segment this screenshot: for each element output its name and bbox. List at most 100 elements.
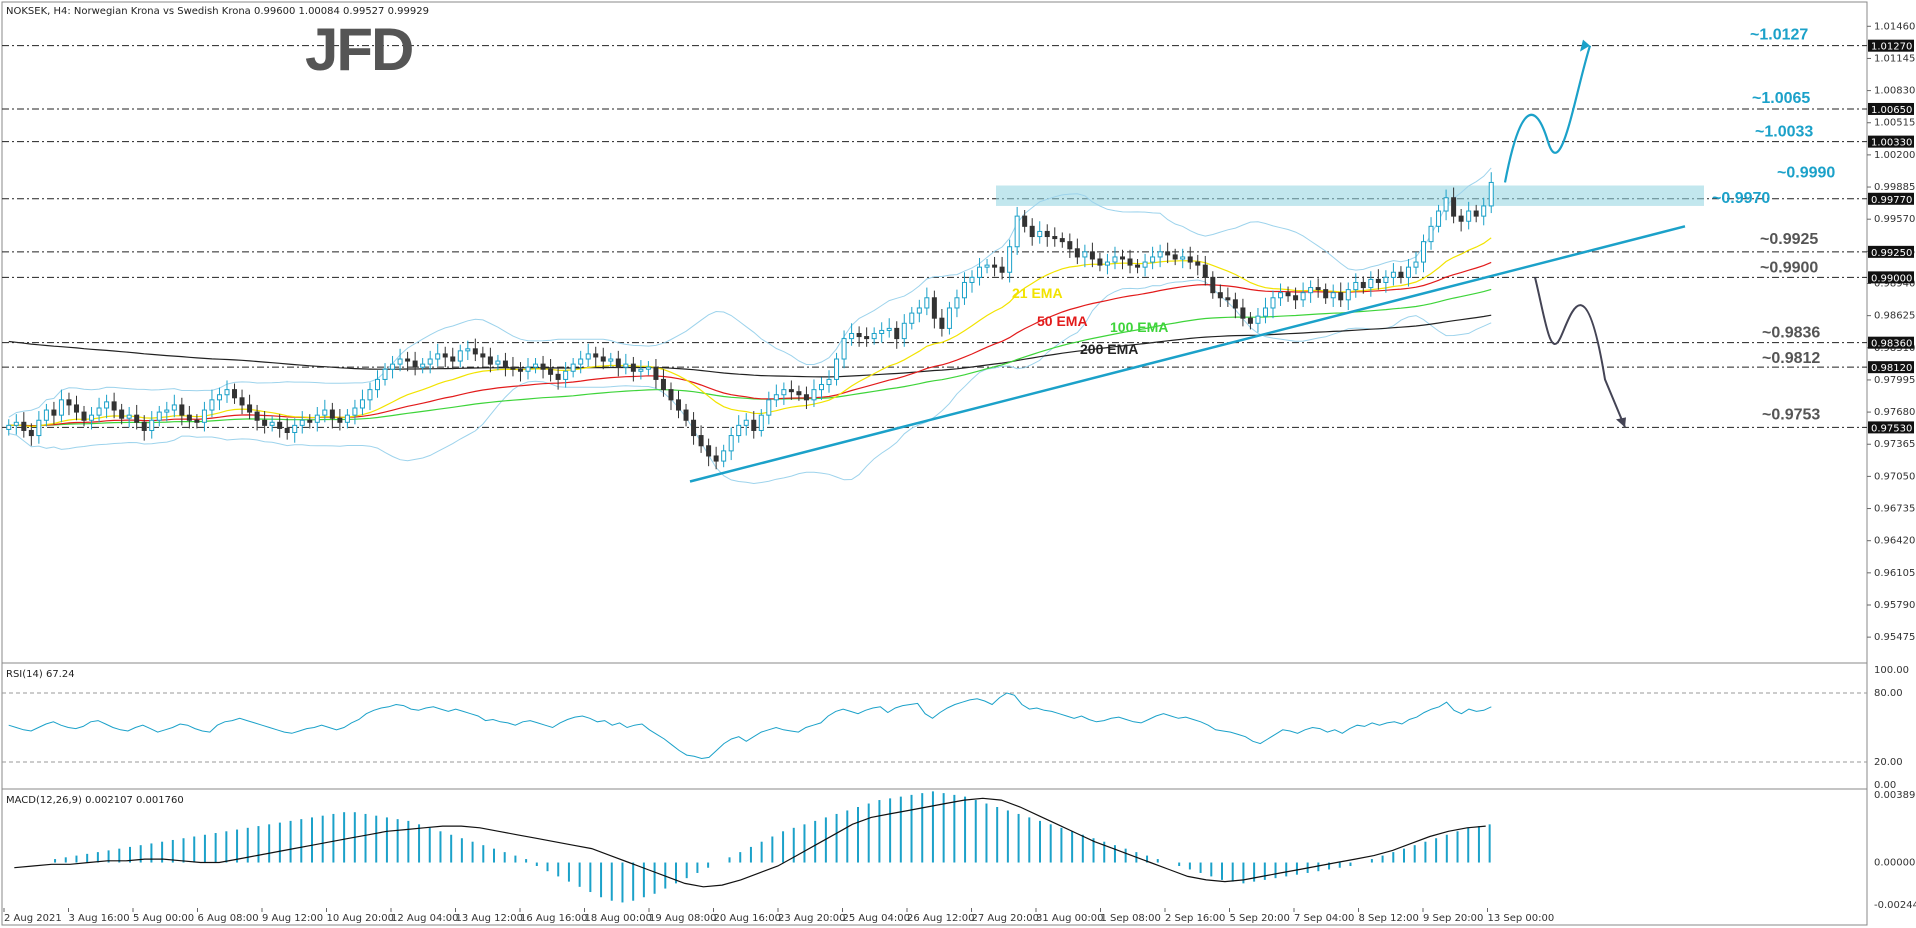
candle-body [1247,317,1253,324]
candle-body [149,419,155,431]
macd-title: MACD(12,26,9) 0.002107 0.001760 [6,795,184,806]
x-tick-label: 18 Aug 00:00 [585,913,652,924]
y-tick-label: 1.01460 [1874,21,1915,32]
x-tick-label: 26 Aug 12:00 [907,913,974,924]
rsi-line [8,692,1492,760]
level-label: ~0.9836 [1762,325,1820,342]
candle-body [638,368,644,372]
y-tick-label: 0.97680 [1874,407,1915,418]
candle-body [284,427,290,434]
ema-label: 50 EMA [1037,313,1088,329]
price-box-label: 0.98360 [1871,339,1912,350]
x-tick-label: 27 Aug 20:00 [972,913,1039,924]
candle-body [600,356,606,362]
y-tick-label: 0.99885 [1874,182,1915,193]
x-tick-label: 6 Aug 08:00 [198,913,259,924]
candle-body [841,338,847,360]
x-tick-label: 10 Aug 20:00 [327,913,394,924]
bullish-projection-arrow [1503,45,1592,183]
candle-body [683,409,689,421]
candle-body [736,424,742,437]
candle-body [1052,236,1058,240]
price-box [1868,192,1914,205]
candle-body [412,360,418,368]
jfd-logo: JFD [305,16,412,83]
candle-body [849,333,855,340]
candle-body [201,409,207,423]
candle-body [344,414,350,423]
candle-body [1172,254,1178,260]
macd-pane [14,791,1491,903]
ema-label: 100 EMA [1110,319,1168,335]
uptrend-line [689,225,1686,483]
candle-body [803,394,809,401]
candle-body [1360,281,1366,289]
candle-body [1029,225,1035,238]
candle-body [427,358,433,365]
candle-body [277,421,283,429]
candle-body [969,276,975,283]
price-box [1868,102,1914,115]
candle-body [788,389,794,393]
candle-body [691,419,697,437]
candle-body [1210,276,1216,294]
candle-body [578,358,584,365]
candle-body [1345,289,1351,301]
candle-body [457,350,463,362]
x-tick-label: 13 Aug 12:00 [456,913,523,924]
x-tick-label: 20 Aug 16:00 [714,913,781,924]
candle-body [186,414,192,421]
ema200-line [8,314,1492,378]
price-box [1868,336,1914,349]
level-label: ~0.9812 [1762,350,1820,367]
candle-body [1458,215,1464,222]
candle-body [1089,251,1095,260]
level-label: ~1.0065 [1752,90,1810,107]
candle-body [1443,197,1449,212]
candle-body [171,404,177,411]
rsi-tick-label: 100.00 [1874,665,1909,676]
candle-body [405,358,411,362]
candle-body [1375,278,1381,283]
candle-body [247,404,253,413]
candle-body [292,424,298,434]
candle-body [1082,251,1088,258]
candle-body [1007,246,1013,273]
candle-body [1059,238,1065,243]
x-tick-label: 5 Aug 00:00 [133,913,194,924]
price-box-label: 0.99770 [1871,195,1912,206]
candle-body [337,417,343,423]
x-tick-label: 9 Sep 20:00 [1423,913,1483,924]
candle-body [96,407,102,416]
level-label: ~0.9753 [1762,406,1820,423]
chart-frame [1,1,1868,926]
candle-body [104,401,110,409]
candle-body [909,312,915,324]
candle-body [1285,292,1291,297]
bullish-arrow-head [1580,39,1590,52]
candle-body [1330,292,1336,299]
macd-tick-label: -0.002447 [1874,900,1916,911]
ema100-line [8,288,1492,427]
candle-body [1383,276,1389,283]
x-tick-label: 3 Aug 16:00 [69,913,130,924]
candle-body [773,394,779,401]
x-tick-label: 8 Sep 12:00 [1359,913,1419,924]
candle-body [1421,241,1427,263]
candle-body [1308,287,1314,294]
candle-body [352,407,358,416]
ema-label: 200 EMA [1080,341,1138,357]
level-label: ~0.9925 [1760,231,1818,248]
candle-body [58,399,64,416]
candle-body [111,401,117,411]
candle-body [1451,197,1457,217]
candle-body [931,297,937,319]
y-tick-label: 0.97365 [1874,439,1915,450]
candle-body [262,419,268,426]
candle-body [977,266,983,278]
candle-body [1278,292,1284,299]
candle-body [359,399,365,409]
y-tick-label: 0.96105 [1874,568,1915,579]
